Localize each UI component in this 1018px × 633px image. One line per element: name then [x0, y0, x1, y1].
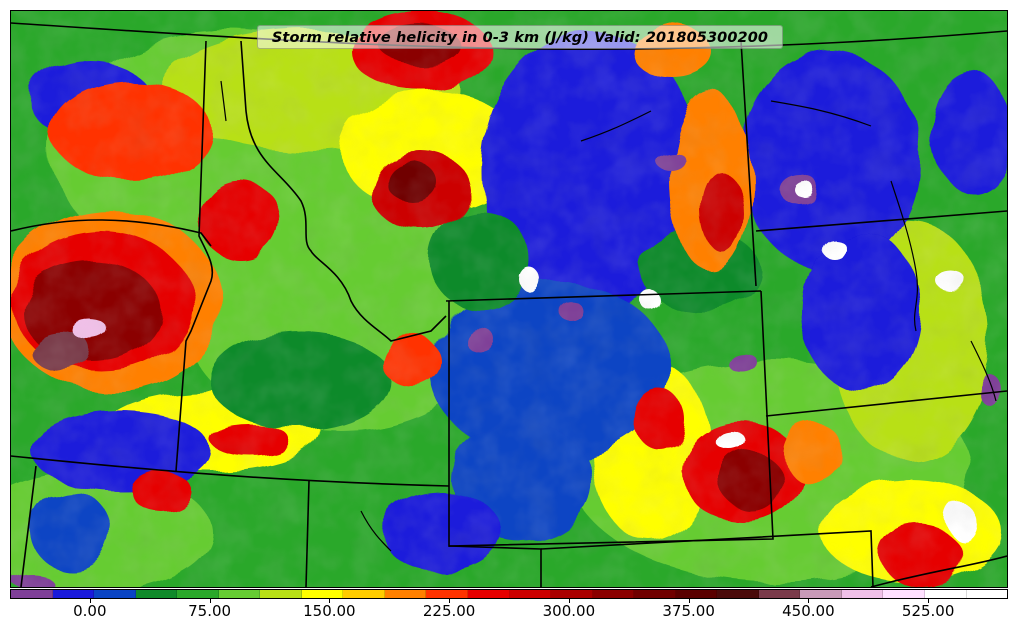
colorbar-segment	[94, 590, 136, 598]
colorbar	[10, 589, 1008, 599]
colorbar-tick-label: 75.00	[188, 602, 232, 620]
colorbar-tick	[928, 599, 930, 603]
colorbar-tick-label: 150.00	[303, 602, 356, 620]
colorbar-tick-label: 300.00	[542, 602, 596, 620]
colorbar-tick	[449, 599, 451, 603]
colorbar-segment	[634, 590, 676, 598]
colorbar-segment	[717, 590, 759, 598]
colorbar-segment	[883, 590, 926, 598]
colorbar-segment	[966, 590, 1008, 598]
colorbar-segment	[135, 590, 178, 598]
colorbar-segment	[841, 590, 884, 598]
colorbar-segment	[468, 590, 510, 598]
colorbar-tick	[808, 599, 810, 603]
colorbar-segment	[343, 590, 385, 598]
colorbar-segment	[551, 590, 593, 598]
colorbar-segment	[758, 590, 801, 598]
colorbar-segment	[509, 590, 552, 598]
colorbar-tick	[89, 599, 91, 603]
colorbar-tick-label: 375.00	[662, 602, 715, 620]
colorbar-tick	[568, 599, 570, 603]
colorbar-segment	[426, 590, 469, 598]
colorbar-ticks: 0.00 75.00 150.00 225.00 300.00 375.00 450.00 5…	[10, 599, 1008, 633]
colorbar-segment	[384, 590, 427, 598]
colorbar-segment	[301, 590, 344, 598]
colorbar-segment	[11, 590, 53, 598]
colorbar-tick-label: 225.00	[422, 602, 476, 620]
colorbar-tick	[329, 599, 331, 603]
colorbar-segment	[218, 590, 261, 598]
colorbar-segment	[260, 590, 302, 598]
state-borders	[11, 22, 1007, 587]
colorbar-segment	[925, 590, 967, 598]
colorbar-segment	[675, 590, 718, 598]
colorbar-segment	[800, 590, 842, 598]
colorbar-tick	[209, 599, 211, 603]
colorbar-tick	[688, 599, 690, 603]
map-title: Storm relative helicity in 0-3 km (J/kg)…	[257, 25, 783, 49]
helicity-map	[11, 11, 1007, 587]
colorbar-tick-label: 450.00	[782, 602, 835, 620]
colorbar-segment	[52, 590, 95, 598]
colorbar-segment	[177, 590, 219, 598]
map-panel: Storm relative helicity in 0-3 km (J/kg)…	[10, 10, 1008, 588]
colorbar-tick-label: 0.00	[73, 602, 107, 620]
colorbar-segment	[592, 590, 635, 598]
colorbar-tick-label: 525.00	[901, 602, 955, 620]
